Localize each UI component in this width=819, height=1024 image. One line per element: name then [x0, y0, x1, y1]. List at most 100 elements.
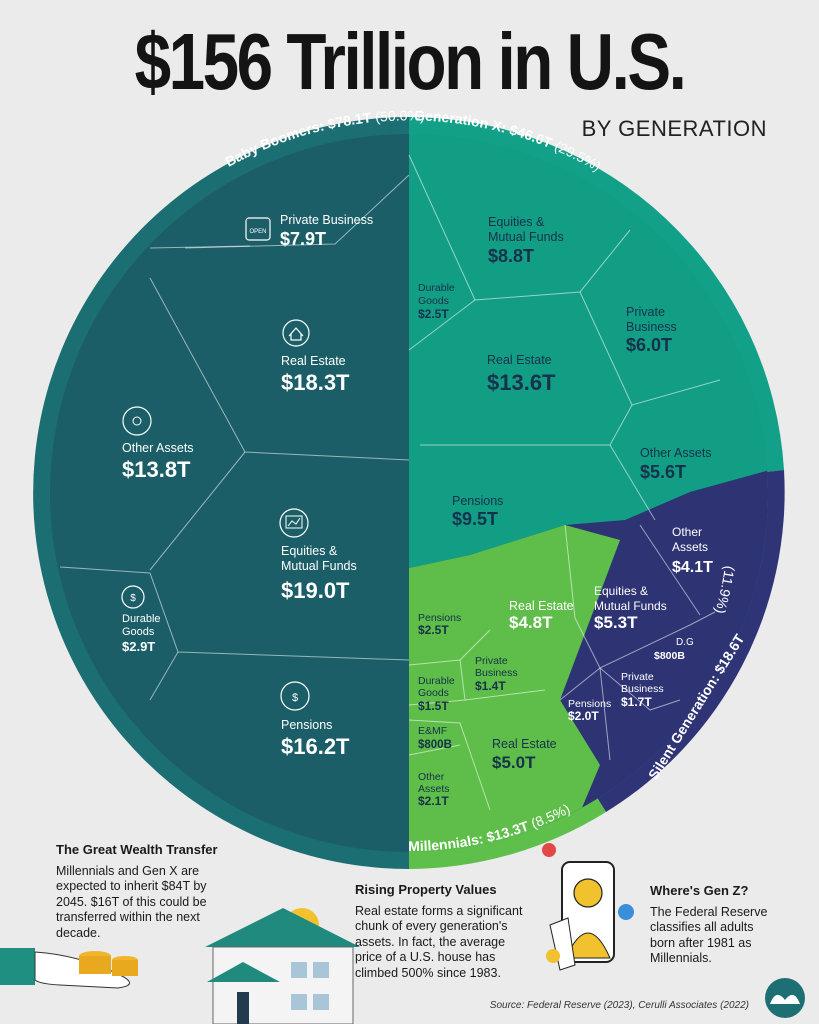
svg-text:$: $ [292, 692, 298, 704]
cell-millennials-emf: E&MF $800B [418, 725, 452, 751]
note-body: Millennials and Gen X are expected to in… [56, 863, 207, 940]
money-plant-icon [121, 585, 145, 609]
hand-coins-illustration [0, 948, 138, 989]
svg-text:Equities & Mutual Fund: Equities & Mutual Funds [594, 584, 667, 613]
asset-value: $13.8T [122, 457, 191, 482]
asset-name: Real Estate [492, 737, 557, 751]
svg-text:Equities & Mutual Fund: Equities & Mutual Funds [488, 215, 564, 244]
asset-name: D.G [676, 637, 694, 648]
cell-genx-pensions: Pensions $9.5T [452, 494, 503, 529]
cell-millennials-other-assets: Other Assets $2.1T [418, 771, 450, 808]
like-icon [618, 904, 634, 920]
hand-coin-icon [280, 681, 310, 711]
svg-text:Other Assets: Other Assets [418, 771, 450, 795]
ring-silent [596, 470, 785, 812]
asset-name: Pensions [281, 718, 332, 732]
stock-chart-icon [279, 508, 309, 538]
asset-name-line2: Mutual Funds [281, 559, 357, 573]
asset-value: $4.8T [509, 613, 553, 632]
cell-millennials-pensions: Pensions $2.5T [418, 612, 461, 637]
house-illustration [205, 908, 360, 1024]
note-heading: The Great Wealth Transfer [56, 842, 218, 857]
asset-name: Real Estate [509, 599, 574, 613]
asset-name: Other Assets [640, 446, 712, 460]
cell-silent-pensions: Pensions $2.0T [568, 698, 611, 723]
house-hand-icon [282, 319, 310, 347]
cell-boomers-pensions: $ Pensions $16.2T [280, 681, 350, 759]
svg-text:Durable Goods: Durable Goods [418, 675, 458, 699]
cell-boomers-durable-goods: $ Durable Goods $2.9T [121, 585, 164, 654]
asset-value: $1.4T [475, 679, 506, 693]
cell-genx-private-business: Private Business $6.0T [626, 305, 677, 355]
note-body: The Federal Reserve classifies all adult… [650, 904, 768, 966]
asset-value: $800B [418, 739, 452, 751]
cell-genx-equities: Equities & Mutual Funds $8.8T [488, 215, 564, 266]
cell-silent-durable-goods: D.G $800B [654, 637, 694, 662]
open-sign-icon [245, 217, 271, 241]
note-body: Real estate forms a significant chunk of… [355, 903, 523, 980]
cell-millennials-real-estate: Real Estate $5.0T [492, 737, 557, 772]
asset-name: Durable Goods [122, 613, 164, 638]
source-citation: Source: Federal Reserve (2023), Cerulli … [489, 1000, 749, 1011]
asset-name: Pensions [418, 612, 461, 624]
cell-millennials-private-business: Private Business $1.4T [475, 655, 518, 693]
cell-silent-other-assets: Other Assets $4.1T [672, 525, 713, 576]
svg-text:Private Business: Private Business [475, 655, 518, 679]
asset-value: $5.6T [640, 462, 686, 482]
asset-value: $19.0T [281, 578, 350, 603]
asset-value: $9.5T [452, 509, 498, 529]
asset-value: $1.5T [418, 699, 449, 713]
asset-value: $2.1T [418, 794, 449, 808]
cell-boomers-equities: Equities & Mutual Funds $19.0T [279, 508, 357, 603]
asset-value: $16.2T [281, 734, 350, 759]
cell-genx-durable-goods: Durable Goods $2.5T [418, 282, 458, 321]
cell-borders [59, 154, 721, 811]
cell-boomers-real-estate: Real Estate $18.3T [281, 319, 350, 395]
binary-coin-icon [122, 406, 152, 436]
svg-text:Durable Goods: Durable Goods [418, 282, 458, 307]
cell-millennials-durable-goods: Durable Goods $1.5T [418, 675, 458, 713]
asset-value: $2.5T [418, 623, 449, 637]
svg-text:Private Business: Private Business [621, 671, 664, 695]
phone-illustration [542, 843, 634, 971]
asset-value: $2.0T [568, 709, 599, 723]
asset-value: $2.9T [122, 639, 155, 654]
svg-text:$: $ [130, 593, 136, 604]
brand-logo [765, 978, 805, 1018]
note-property-values: Rising Property Values Real estate forms… [355, 882, 535, 981]
asset-value: $7.9T [280, 229, 326, 249]
asset-value: $1.7T [621, 695, 652, 709]
page-subtitle: BY GENERATION [581, 116, 767, 141]
open-sign-text: OPEN [249, 229, 266, 235]
note-heading: Rising Property Values [355, 882, 497, 897]
asset-value: $4.1T [672, 559, 713, 576]
cell-silent-private-business: Private Business $1.7T [621, 671, 664, 709]
asset-name: Real Estate [281, 354, 346, 368]
cell-boomers-other-assets: Other Assets $13.8T [122, 406, 194, 482]
cell-silent-equities: Equities & Mutual Funds $5.3T [594, 584, 667, 632]
asset-value: $5.0T [492, 753, 536, 772]
asset-value: $13.6T [487, 370, 556, 395]
asset-value: $18.3T [281, 370, 350, 395]
asset-name: Private Business [280, 213, 373, 227]
svg-text:Other Assets: Other Assets [672, 525, 708, 554]
asset-value: $2.5T [418, 307, 449, 321]
asset-name: E&MF [418, 725, 447, 737]
asset-name: Pensions [568, 698, 611, 710]
region-boomers [50, 134, 409, 852]
note-gen-z: Where's Gen Z? The Federal Reserve class… [650, 883, 770, 967]
note-heading: Where's Gen Z? [650, 883, 749, 898]
note-wealth-transfer: The Great Wealth Transfer Millennials an… [56, 842, 221, 941]
ring-millennials [409, 796, 606, 869]
cell-silent-real-estate: Real Estate $4.8T [509, 599, 574, 632]
asset-name: Other Assets [122, 441, 194, 455]
cell-boomers-private-business: OPEN Private Business $7.9T [245, 213, 373, 249]
asset-name: Real Estate [487, 353, 552, 367]
asset-name: Pensions [452, 494, 503, 508]
asset-value: $800B [654, 650, 685, 662]
asset-value: $5.3T [594, 613, 638, 632]
heart-icon [542, 843, 556, 857]
asset-value: $6.0T [626, 335, 672, 355]
emoji-icon [546, 949, 560, 963]
